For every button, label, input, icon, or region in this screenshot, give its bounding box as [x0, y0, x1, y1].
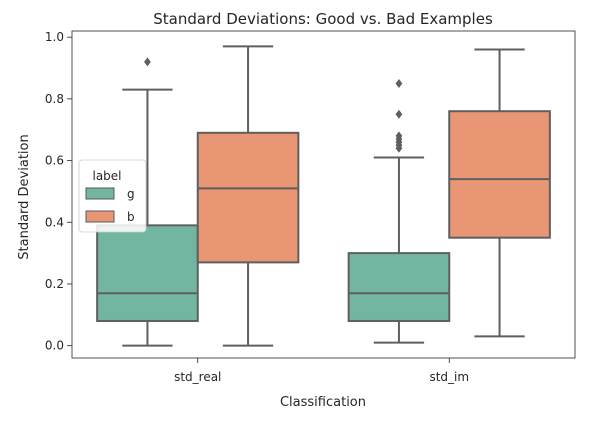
legend-swatch-g	[85, 187, 115, 200]
y-axis-label: Standard Deviation	[17, 134, 32, 259]
outlier-point	[395, 109, 403, 119]
legend-label-b: b	[127, 210, 135, 224]
box-g	[96, 224, 199, 322]
y-tick-label: 0.2	[45, 277, 64, 291]
legend-label-g: g	[127, 187, 135, 201]
y-tick-label: 0.6	[45, 154, 64, 168]
box-g	[347, 252, 451, 322]
x-axis-label: Classification	[280, 395, 366, 410]
outlier-point	[144, 57, 151, 67]
y-tick-label: 0.4	[45, 215, 64, 229]
box-group	[96, 45, 551, 347]
outlier-point	[395, 131, 403, 141]
legend: label g b	[78, 159, 147, 233]
x-axis: std_real std_im	[174, 358, 469, 384]
y-tick-label: 0.0	[45, 339, 64, 353]
x-tick-label: std_im	[429, 370, 469, 384]
y-tick-label: 1.0	[45, 30, 64, 44]
legend-swatch-b	[85, 210, 115, 223]
box-b	[196, 131, 300, 264]
box-b	[448, 110, 551, 239]
y-axis: 0.0 0.2 0.4 0.6 0.8 1.0	[45, 30, 72, 353]
chart-title: Standard Deviations: Good vs. Bad Exampl…	[153, 10, 493, 28]
legend-title: label	[92, 169, 121, 183]
plot-frame	[71, 30, 576, 359]
outlier-point	[395, 78, 403, 88]
x-tick-label: std_real	[174, 370, 221, 384]
y-tick-label: 0.8	[45, 92, 64, 106]
